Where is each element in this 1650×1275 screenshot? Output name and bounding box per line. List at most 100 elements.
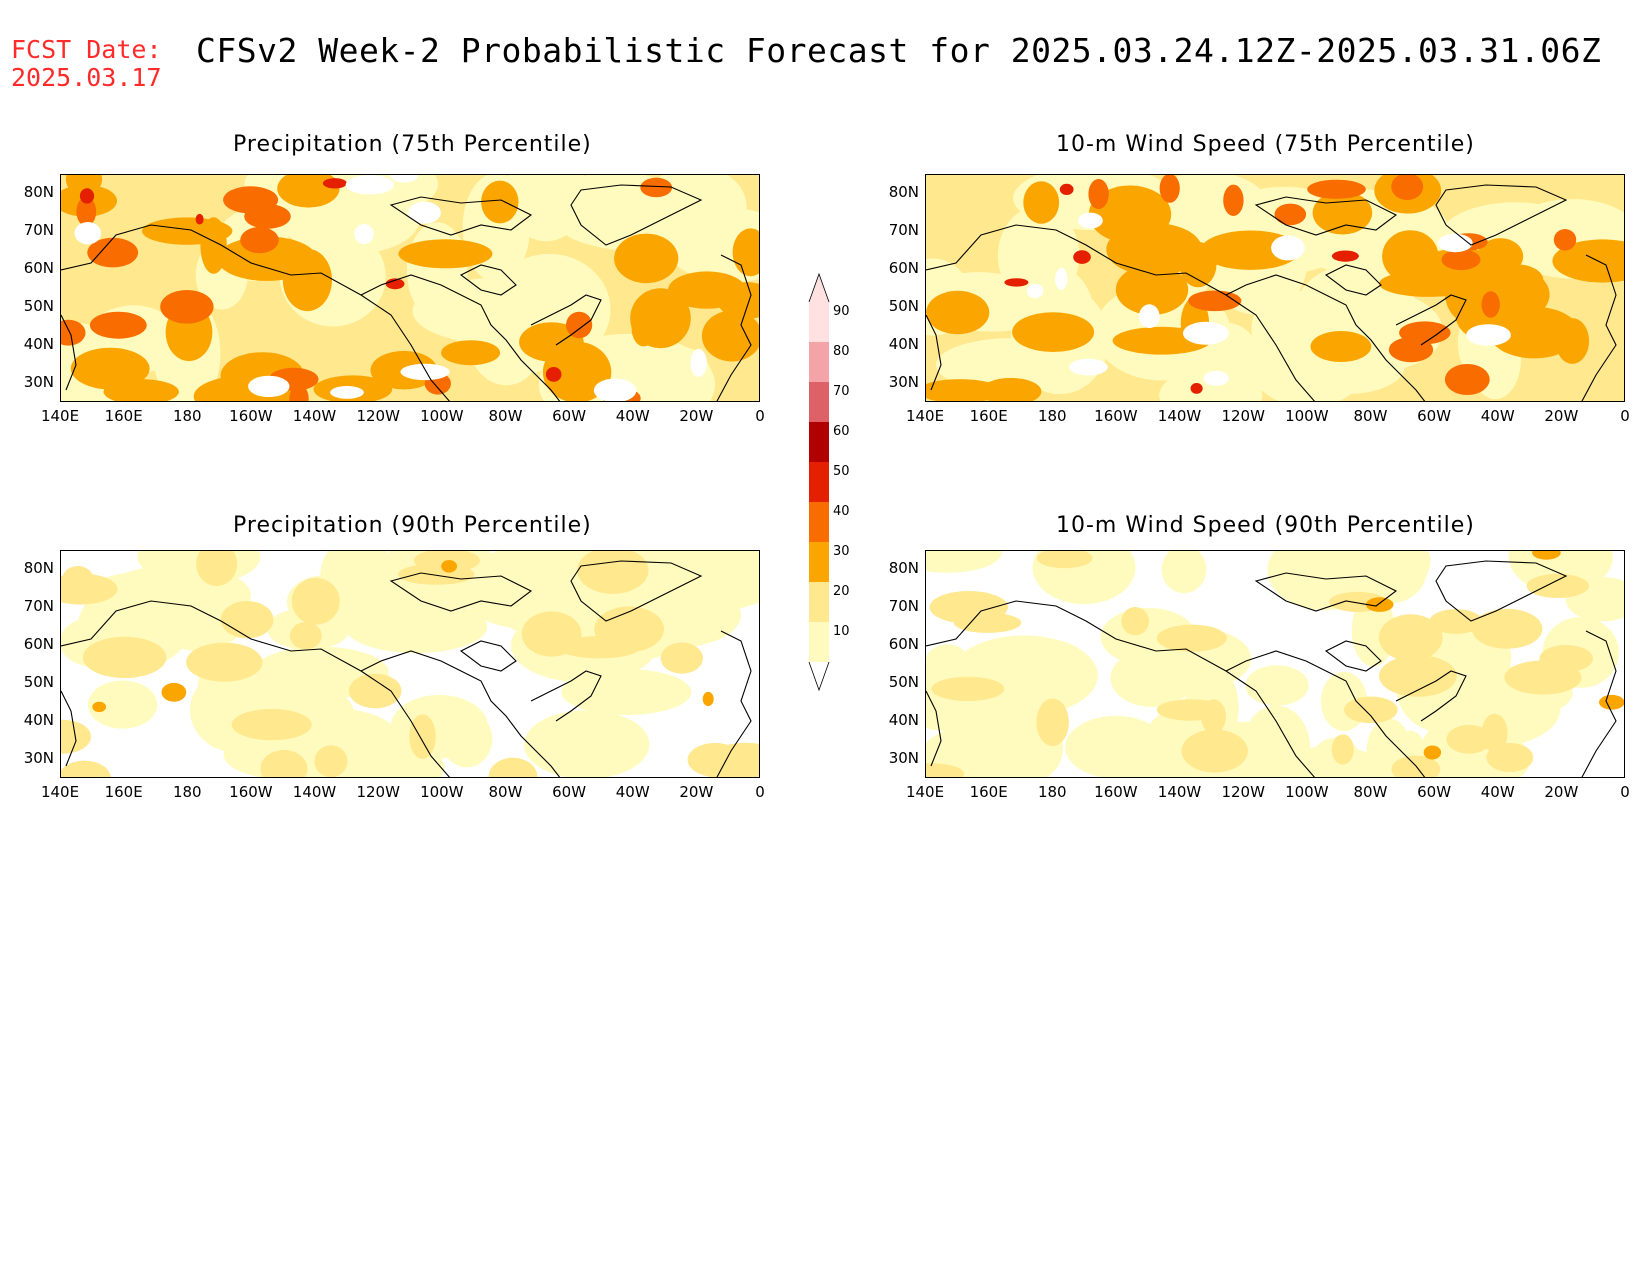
field-contour-patch — [690, 348, 707, 377]
field-contour-patch — [519, 322, 584, 362]
field-contour-patch — [1410, 248, 1512, 297]
latitude-label: 50N — [23, 297, 54, 315]
coastline — [716, 254, 752, 401]
field-contour-patch — [408, 201, 441, 224]
field-contour-patch — [348, 673, 402, 709]
longitude-label: 60W — [1417, 783, 1452, 801]
map-field — [926, 175, 1624, 401]
field-contour-patch — [1161, 551, 1207, 594]
longitude-label: 160E — [969, 783, 1008, 801]
field-contour-patch — [1532, 551, 1561, 560]
field-contour-patch — [390, 694, 488, 759]
longitude-label: 80W — [488, 407, 523, 425]
coastline — [530, 670, 602, 722]
longitude-label: 160E — [104, 783, 143, 801]
field-contour-patch — [1274, 203, 1307, 226]
field-contour-patch — [1446, 724, 1492, 754]
longitude-label: 0 — [1620, 407, 1630, 425]
page-title: CFSv2 Week-2 Probabilistic Forecast for … — [196, 31, 1602, 70]
field-contour-patch — [1088, 179, 1109, 209]
field-contour-patch — [1391, 175, 1424, 200]
field-contour-patch — [1526, 573, 1589, 598]
field-contour-patch — [1188, 290, 1242, 312]
field-contour-patch — [1350, 551, 1428, 604]
field-contour-patch — [1036, 551, 1093, 569]
field-contour-patch — [1331, 734, 1354, 765]
field-contour-patch — [1379, 655, 1457, 697]
longitude-label: 100W — [1285, 783, 1329, 801]
coastline — [389, 196, 533, 236]
field-contour-patch — [987, 637, 1087, 686]
coastline — [1225, 650, 1426, 777]
field-contour-patch — [1271, 235, 1305, 261]
field-contour-patch — [1142, 711, 1198, 777]
field-contour-patch — [521, 611, 582, 657]
field-contour-patch — [260, 750, 308, 777]
longitude-label: 180 — [172, 407, 202, 425]
colorbar-segment — [809, 582, 829, 622]
coastline — [389, 572, 533, 612]
longitude-label: 160W — [229, 407, 273, 425]
longitude-label: 140W — [292, 407, 337, 425]
field-contour-patch — [186, 642, 263, 682]
longitude-label: 40W — [1480, 407, 1515, 425]
coastline — [926, 690, 942, 767]
longitude-label: 40W — [1480, 783, 1515, 801]
colorbar-level-label: 60 — [833, 424, 850, 439]
longitude-label: 160W — [1094, 783, 1138, 801]
field-contour-patch — [702, 691, 714, 707]
latitude-label: 50N — [888, 297, 919, 315]
forecast-date-value: 2025.03.17 — [11, 63, 162, 92]
field-contour-patch — [1179, 241, 1217, 288]
field-contour-patch — [330, 386, 364, 399]
longitude-label: 80W — [1353, 407, 1388, 425]
coastline — [1395, 670, 1467, 722]
field-contour-patch — [523, 710, 650, 777]
field-contour-patch — [398, 239, 493, 269]
longitude-label: 140W — [1157, 783, 1202, 801]
longitude-label: 120W — [1221, 407, 1265, 425]
colorbar-level-label: 50 — [833, 464, 850, 479]
field-contour-patch — [1115, 264, 1189, 315]
coastline — [360, 650, 561, 777]
field-contour-patch — [1331, 250, 1359, 262]
field-contour-patch — [1181, 729, 1248, 773]
field-contour-patch — [631, 309, 656, 347]
field-contour-patch — [1159, 175, 1180, 203]
map-wind-90 — [925, 550, 1625, 778]
field-contour-patch — [345, 175, 395, 195]
field-contour-patch — [240, 227, 279, 254]
field-contour-patch — [87, 680, 158, 729]
field-contour-patch — [61, 719, 91, 754]
colorbar-segment — [809, 422, 829, 462]
field-contour-patch — [1121, 607, 1149, 636]
field-contour-patch — [705, 742, 759, 777]
colorbar-level-label: 20 — [833, 584, 850, 599]
colorbar-segment — [809, 302, 829, 342]
field-contour-patch — [1059, 183, 1074, 195]
longitude-label: 140W — [1157, 407, 1202, 425]
longitude-label: 100W — [1285, 407, 1329, 425]
field-contour-patch — [1481, 713, 1508, 753]
coastline — [1395, 294, 1467, 346]
colorbar — [808, 272, 830, 692]
field-contour-patch — [1078, 212, 1103, 229]
colorbar-level-label: 90 — [833, 304, 850, 319]
colorbar-top-arrow — [808, 272, 830, 303]
colorbar-level-label: 70 — [833, 384, 850, 399]
field-contour-patch — [79, 188, 95, 204]
field-contour-patch — [409, 714, 436, 759]
longitude-label: 120W — [356, 783, 400, 801]
field-contour-patch — [289, 622, 322, 650]
field-contour-patch — [1069, 358, 1108, 376]
field-contour-patch — [1429, 609, 1483, 634]
field-contour-patch — [1026, 283, 1044, 299]
coastline — [61, 224, 450, 401]
longitude-label: 120W — [1221, 783, 1265, 801]
field-contour-patch — [481, 180, 519, 224]
latitude-label: 60N — [23, 259, 54, 277]
colorbar-level-label: 30 — [833, 544, 850, 559]
field-contour-patch — [92, 701, 107, 713]
field-contour-patch — [1190, 383, 1203, 394]
longitude-label: 180 — [1037, 783, 1067, 801]
